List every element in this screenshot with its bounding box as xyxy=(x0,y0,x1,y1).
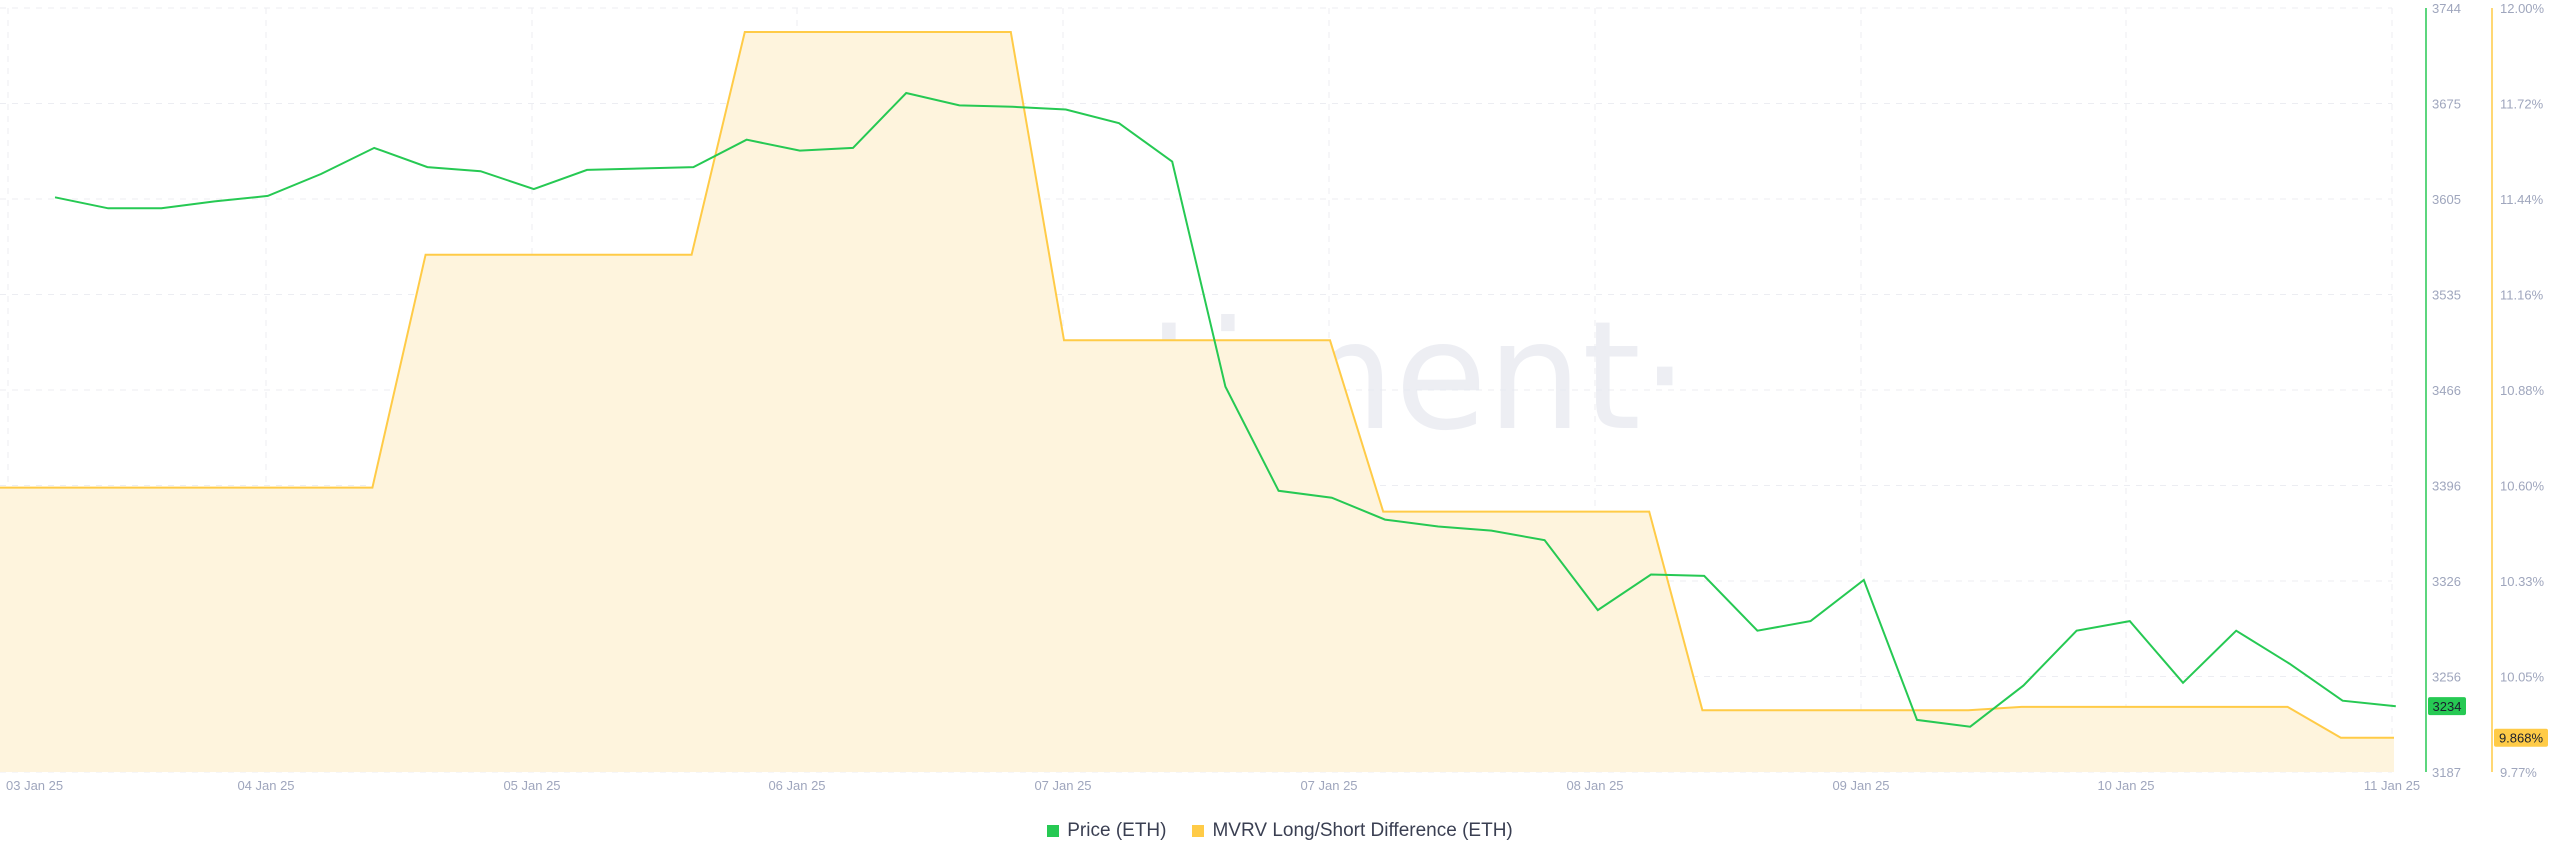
mvrv-legend-swatch xyxy=(1192,825,1205,837)
price-tick-label: 3675 xyxy=(2432,97,2461,112)
x-axis: 03 Jan 25 04 Jan 25 05 Jan 25 06 Jan 25 07 J… xyxy=(6,778,2420,793)
mvrv-tick-label: 9.77% xyxy=(2500,765,2537,780)
mvrv-tick-label: 11.72% xyxy=(2500,97,2544,112)
price-line xyxy=(54,91,2396,728)
price-tick-label: 3326 xyxy=(2432,574,2461,589)
legend-item-mvrv[interactable]: MVRV Long/Short Difference (ETH) xyxy=(1192,820,1513,842)
x-tick-label: 03 Jan 25 xyxy=(6,778,63,793)
price-tick-label: 3187 xyxy=(2432,765,2461,780)
mvrv-tick-label: 10.33% xyxy=(2500,574,2545,589)
mvrv-tick-label: 11.44% xyxy=(2500,192,2544,207)
price-tick-label: 3605 xyxy=(2432,192,2461,207)
x-tick-label: 10 Jan 25 xyxy=(2097,778,2154,793)
price-tick-label: 3744 xyxy=(2432,1,2461,16)
x-tick-label: 04 Jan 25 xyxy=(237,778,294,793)
x-tick-label: 08 Jan 25 xyxy=(1566,778,1623,793)
price-current-badge: 3234 xyxy=(2428,697,2466,716)
mvrv-badge-background xyxy=(2494,728,2548,747)
price-legend-label: Price (ETH) xyxy=(1067,820,1167,841)
mvrv-current-label: 9.868% xyxy=(2499,731,2544,746)
mvrv-area xyxy=(0,32,2394,772)
price-current-label: 3234 xyxy=(2433,699,2462,714)
legend: Price (ETH) MVRV Long/Short Difference (… xyxy=(0,820,2560,842)
mvrv-current-badge: 9.868% xyxy=(2494,728,2548,747)
x-tick-label: 09 Jan 25 xyxy=(1832,778,1889,793)
x-tick-label: 06 Jan 25 xyxy=(768,778,825,793)
x-tick-label: 07 Jan 25 xyxy=(1300,778,1357,793)
mvrv-tick-label: 10.88% xyxy=(2500,383,2545,398)
mvrv-axis: 12.00% 11.72% 11.44% 11.16% 10.88% 10.60% 10.3… xyxy=(2500,1,2545,780)
legend-item-price[interactable]: Price (ETH) xyxy=(1047,820,1166,842)
x-tick-label: 07 Jan 25 xyxy=(1034,778,1091,793)
x-tick-label: 05 Jan 25 xyxy=(503,778,560,793)
price-tick-label: 3256 xyxy=(2432,670,2461,685)
price-tick-label: 3535 xyxy=(2432,288,2461,303)
price-axis: 3744 3675 3605 3535 3466 3396 3326 3256 3187 xyxy=(2432,1,2461,780)
price-tick-label: 3466 xyxy=(2432,383,2461,398)
mvrv-tick-label: 10.05% xyxy=(2500,670,2545,685)
mvrv-legend-label: MVRV Long/Short Difference (ETH) xyxy=(1212,820,1513,841)
price-tick-label: 3396 xyxy=(2432,479,2461,494)
price-badge-background xyxy=(2428,697,2466,716)
mvrv-tick-label: 12.00% xyxy=(2500,1,2545,16)
x-tick-label: 11 Jan 25 xyxy=(2364,778,2420,793)
mvrv-tick-label: 11.16% xyxy=(2500,288,2544,303)
mvrv-tick-label: 10.60% xyxy=(2500,479,2545,494)
mvrv-line xyxy=(0,31,2394,739)
price-legend-swatch xyxy=(1047,825,1060,837)
